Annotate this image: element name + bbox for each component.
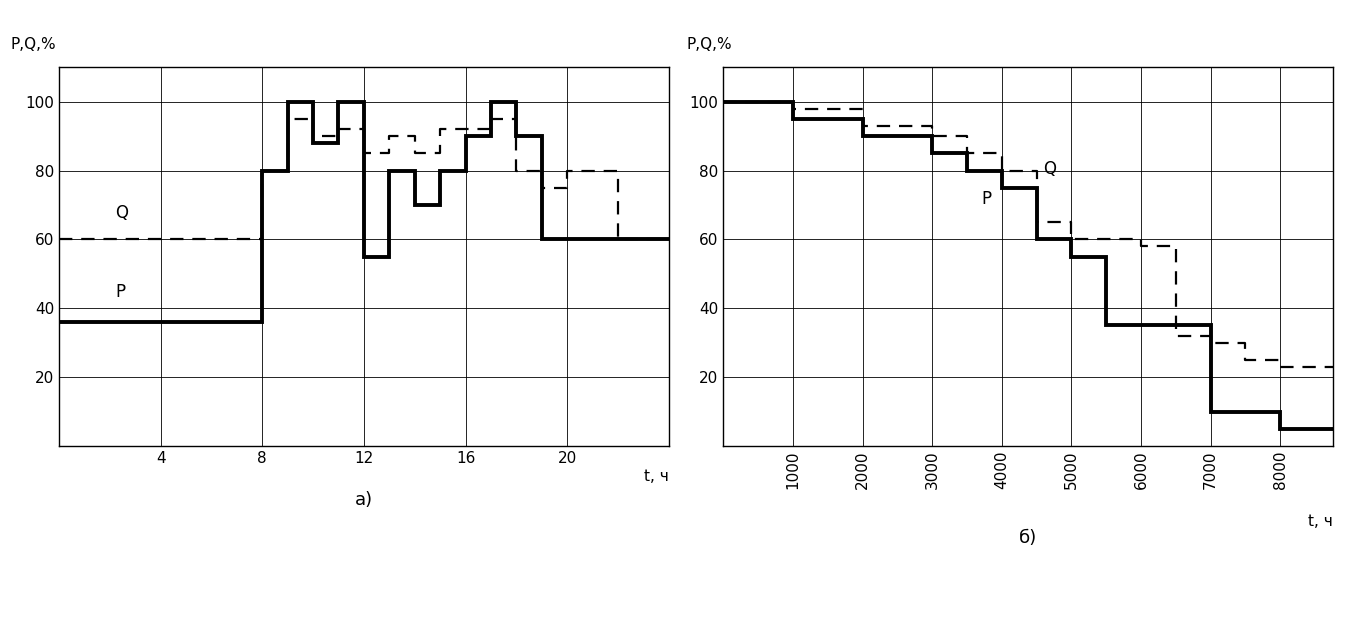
Text: P,Q,%: P,Q,% — [686, 37, 733, 52]
Text: б): б) — [1020, 529, 1037, 547]
Text: Q: Q — [1044, 160, 1056, 178]
Text: P: P — [115, 283, 125, 301]
Text: t, ч: t, ч — [1308, 514, 1334, 529]
Text: P: P — [980, 191, 991, 209]
Text: а): а) — [355, 491, 372, 509]
Text: P,Q,%: P,Q,% — [11, 37, 56, 52]
Text: t, ч: t, ч — [645, 469, 669, 484]
Text: Q: Q — [115, 204, 127, 222]
